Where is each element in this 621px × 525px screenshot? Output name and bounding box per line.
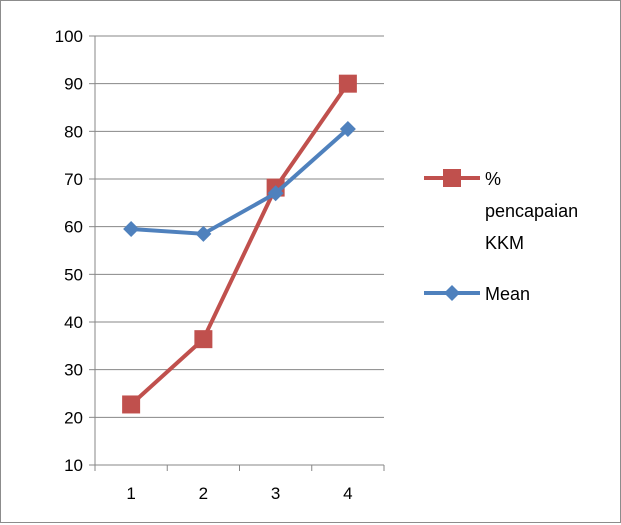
legend: % pencapaian KKM Mean — [424, 169, 578, 304]
data-point — [194, 330, 213, 349]
data-point — [267, 185, 284, 202]
legend-swatch-marker — [444, 285, 460, 301]
y-axis-ticks: 10 20 30 40 50 60 70 80 90 100 — [55, 27, 95, 475]
data-point — [338, 74, 357, 93]
y-tick-label: 100 — [55, 27, 83, 46]
data-point — [195, 225, 212, 242]
y-tick-label: 80 — [64, 122, 83, 141]
y-tick-label: 50 — [64, 265, 83, 284]
legend-entry-1: Mean — [424, 284, 530, 304]
y-tick-label: 40 — [64, 313, 83, 332]
series-layer — [122, 74, 357, 414]
legend-label: KKM — [485, 233, 524, 253]
legend-label: pencapaian — [485, 201, 578, 221]
legend-entry-0: % pencapaian KKM — [424, 169, 578, 253]
legend-label: Mean — [485, 284, 530, 304]
y-tick-label: 20 — [64, 408, 83, 427]
series-line — [129, 82, 350, 406]
x-tick-label: 4 — [343, 484, 352, 503]
legend-swatch-marker — [443, 169, 461, 187]
series-1 — [123, 120, 356, 242]
x-tick-label: 2 — [199, 484, 208, 503]
series-0 — [122, 74, 357, 414]
y-tick-label: 10 — [64, 456, 83, 475]
y-tick-label: 60 — [64, 218, 83, 237]
x-tick-label: 1 — [126, 484, 135, 503]
x-axis-ticks: 1 2 3 4 — [94, 465, 385, 503]
legend-label: % — [485, 169, 501, 189]
gridlines — [95, 35, 384, 418]
y-tick-label: 30 — [64, 361, 83, 380]
data-point — [122, 395, 141, 414]
x-tick-label: 3 — [271, 484, 280, 503]
series-line — [130, 127, 350, 236]
y-tick-label: 90 — [64, 75, 83, 94]
data-point — [339, 120, 356, 137]
data-point — [123, 221, 140, 238]
y-tick-label: 70 — [64, 170, 83, 189]
